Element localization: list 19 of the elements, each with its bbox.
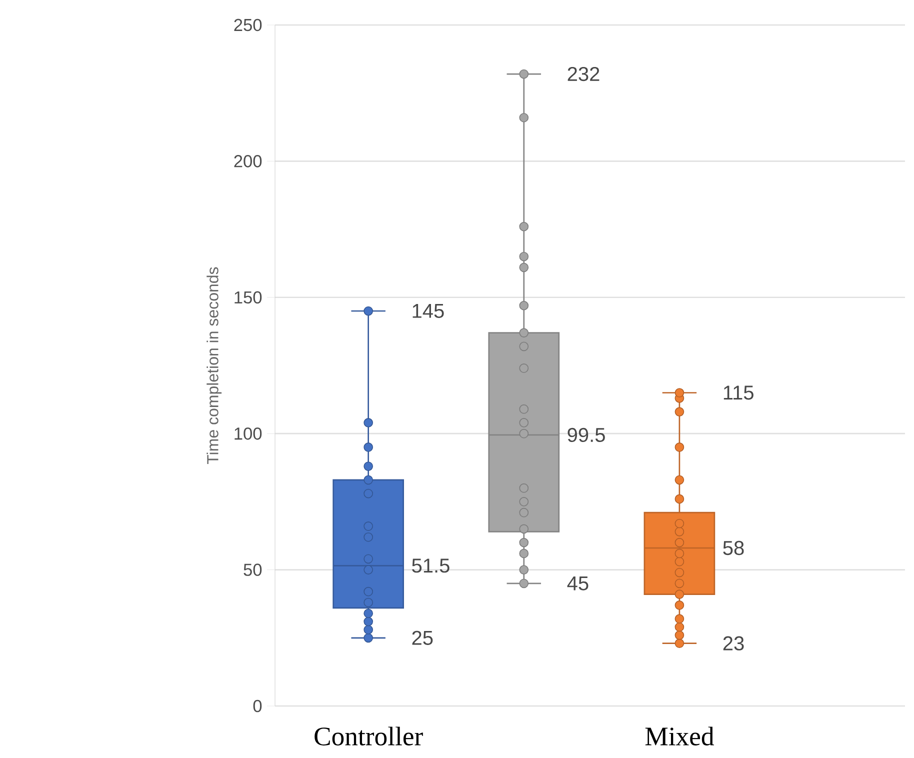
- annotation: 115: [724, 386, 754, 400]
- y-tick-label: 0: [253, 700, 262, 712]
- x-tick-label: Mixed: [645, 726, 714, 746]
- y-tick-label: 200: [234, 155, 262, 168]
- y-tick-label: 250: [234, 18, 262, 32]
- point: [519, 69, 529, 79]
- annotation: 145: [412, 304, 444, 318]
- annotation: 232: [568, 66, 600, 82]
- y-tick-label: 50: [244, 564, 262, 576]
- annotation: 25: [412, 630, 433, 645]
- x-tick-label: Controller: [314, 726, 423, 746]
- y-axis-title: Time completion in seconds: [206, 267, 222, 464]
- annotation: 58: [723, 540, 744, 556]
- annotation: 23: [723, 636, 744, 650]
- y-tick-label: 100: [234, 427, 262, 440]
- annotation: 51.5: [412, 558, 450, 573]
- annotation: 99.5: [568, 428, 605, 442]
- annotation: 45: [567, 576, 588, 590]
- y-tick-label: 150: [234, 291, 262, 304]
